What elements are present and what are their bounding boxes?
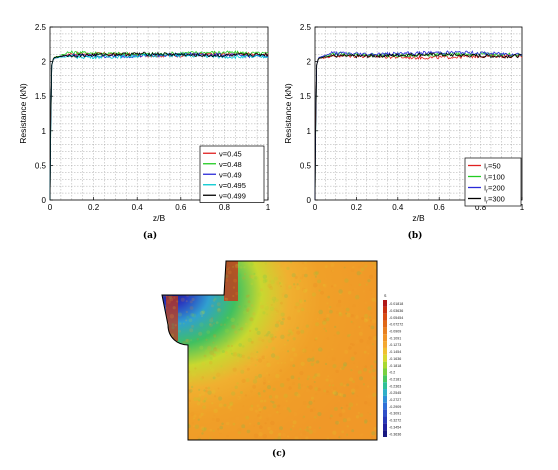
y-tick-label: 2: [42, 58, 47, 67]
contour-legend-label: -0.2181: [389, 377, 401, 381]
contour-legend-swatch: [383, 389, 387, 396]
contour-legend: S-0.01818 -0.03636 -0.05454 -0.07272 -0.0909…: [383, 294, 403, 437]
legend-label: Ir=50: [484, 162, 501, 173]
contour-legend-swatch: [383, 341, 387, 348]
contour-legend-swatch: [383, 327, 387, 335]
y-tick-label: 0: [42, 196, 47, 205]
legend-label: ν=0.499: [219, 191, 246, 200]
plot-frame: [314, 26, 523, 201]
contour-legend-swatch: [383, 402, 387, 410]
contour-legend-header: S: [384, 294, 387, 298]
contour-legend-swatch: [383, 430, 387, 437]
contour-legend-label: -0.3091: [389, 412, 401, 416]
contour-legend-label: -0.3272: [389, 419, 401, 423]
contour-legend-swatch: [383, 375, 387, 383]
y-tick-label: 1: [42, 127, 47, 136]
contour-legend-swatch: [383, 354, 387, 362]
contour-legend-swatch: [383, 306, 387, 314]
y-tick-label: 1.5: [300, 92, 312, 101]
x-tick-label: 0.6: [434, 203, 446, 212]
contour-legend-swatch: [383, 313, 387, 321]
contour-legend-label: -0.1636: [389, 357, 401, 361]
x-tick-label: 1: [520, 203, 525, 212]
contour-legend-swatch: [383, 382, 387, 390]
chart-panel-a: 0 0.2 0.4 0.6 0.8 1 0 0.5 1 1.5 2 2.5 z/B Resistance …: [18, 23, 271, 223]
legend-label: ν=0.48: [219, 160, 242, 169]
contour-legend-label: -0.03636: [389, 309, 403, 313]
contour-legend-swatch: [383, 320, 387, 328]
x-tick-label: 0.8: [475, 203, 487, 212]
y-tick-label: 0: [307, 196, 312, 205]
y-tick-label: 0.5: [35, 161, 47, 170]
series-line: [314, 53, 523, 201]
x-tick-label: 0.4: [132, 203, 144, 212]
x-tick-label: 0.6: [175, 203, 187, 212]
contour-legend-label: -0.2: [389, 371, 395, 375]
contour-panel-c: S-0.01818 -0.03636 -0.05454 -0.07272 -0.0909…: [161, 260, 403, 441]
x-tick-label: 0.2: [88, 203, 100, 212]
stress-field: [162, 261, 377, 440]
contour-legend-label: -0.07272: [389, 323, 403, 327]
contour-legend-swatch: [383, 368, 387, 376]
x-axis-label: z/B: [412, 213, 425, 223]
contour-legend-label: -0.1091: [389, 336, 401, 340]
x-tick-label: 0.4: [392, 203, 404, 212]
x-tick-label: 0.8: [219, 203, 231, 212]
x-tick-label: 0.2: [351, 203, 363, 212]
domain-outline: [161, 260, 378, 441]
caption-a: (a): [143, 230, 157, 241]
contour-legend-swatch: [383, 409, 387, 417]
y-tick-label: 2.5: [35, 23, 47, 32]
series-line: [49, 51, 269, 201]
contour-legend-label: -0.1273: [389, 343, 401, 347]
contour-legend-label: -0.3636: [389, 432, 401, 436]
y-tick-label: 2: [307, 58, 312, 67]
legend-label: Ir=100: [484, 173, 505, 184]
y-axis-label: Resistance (kN): [18, 83, 28, 144]
y-axis-label: Resistance (kN): [283, 83, 293, 144]
series-line: [49, 50, 269, 201]
contour-legend-label: -0.2545: [389, 391, 401, 395]
contour-legend-swatch: [383, 395, 387, 403]
legend-label: ν=0.495: [219, 181, 246, 190]
y-tick-label: 1.5: [35, 92, 47, 101]
contour-legend-label: -0.3454: [389, 425, 401, 429]
contour-legend-swatch: [383, 347, 387, 355]
contour-legend-label: -0.2363: [389, 384, 401, 388]
caption-c: (c): [272, 448, 286, 459]
x-tick-label: 0: [313, 203, 318, 212]
contour-legend-swatch: [383, 423, 387, 431]
plot-frame: [49, 26, 269, 201]
x-tick-label: 0: [48, 203, 53, 212]
contour-legend-label: -0.2909: [389, 405, 401, 409]
legend-label: ν=0.45: [219, 149, 242, 158]
contour-legend-swatch: [383, 334, 387, 342]
contour-legend-label: -0.2727: [389, 398, 401, 402]
contour-legend-label: -0.01818: [389, 302, 403, 306]
y-tick-label: 0.5: [300, 161, 312, 170]
contour-legend-swatch: [383, 361, 387, 369]
x-tick-label: 1: [266, 203, 271, 212]
chart-panel-b: 0 0.2 0.4 0.6 0.8 1 0 0.5 1 1.5 2 2.5 z/B Resistance …: [283, 23, 525, 223]
series-line: [49, 51, 269, 201]
legend-label: Ir=300: [484, 195, 505, 206]
contour-legend-label: -0.1454: [389, 350, 401, 354]
contour-legend-swatch: [383, 416, 387, 424]
contour-legend-label: -0.1818: [389, 364, 401, 368]
legend-label: Ir=200: [484, 184, 505, 195]
y-tick-label: 2.5: [300, 23, 312, 32]
contour-legend-swatch: [383, 300, 387, 307]
contour-legend-label: -0.0909: [389, 330, 401, 334]
y-tick-label: 1: [307, 127, 312, 136]
legend-label: ν=0.49: [219, 170, 242, 179]
series-line: [314, 52, 523, 201]
contour-legend-label: -0.05454: [389, 316, 403, 320]
caption-b: (b): [408, 230, 423, 241]
x-axis-label: z/B: [153, 213, 166, 223]
